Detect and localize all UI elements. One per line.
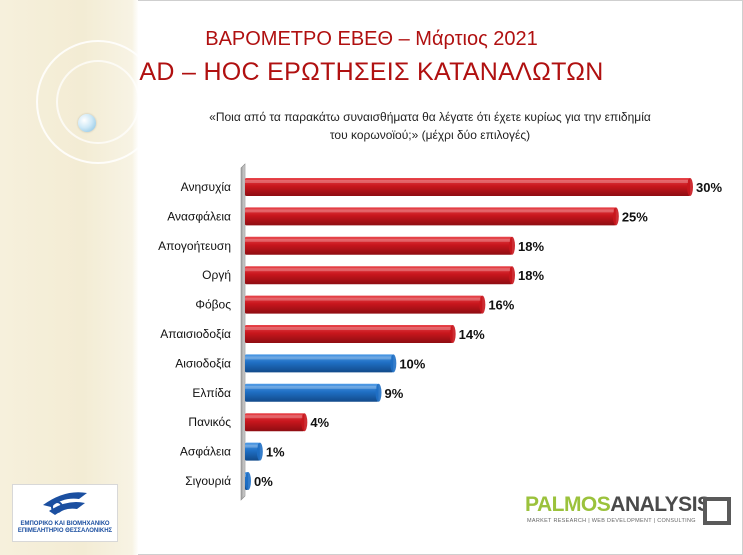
survey-question-line-1: «Ποια από τα παρακάτω συναισθήματα θα λέ… [209, 110, 651, 124]
bar-1 [245, 178, 690, 196]
value-label-2: 25% [622, 209, 648, 224]
survey-question: «Ποια από τα παρακάτω συναισθήματα θα λέ… [150, 108, 710, 144]
value-label-1: 30% [696, 180, 722, 195]
page-subtitle: AD – HOC ΕΡΩΤΗΣΕΙΣ ΚΑΤΑΝΑΛΩΤΩΝ [139, 58, 604, 86]
bar-cap-5 [479, 295, 486, 314]
category-label-6: Απαισιοδοξία [160, 327, 231, 341]
bar-cap-3 [509, 236, 515, 255]
bar-highlight-9 [245, 415, 303, 419]
category-label-9: Πανικός [188, 415, 231, 429]
category-label-4: Οργή [202, 268, 231, 282]
decorative-ring-inner [56, 60, 140, 144]
bar-highlight-6 [245, 327, 451, 330]
palmos-brand-part-1: PALMOS [525, 493, 611, 516]
value-label-6: 14% [459, 327, 485, 342]
category-label-1: Ανησυχία [181, 180, 231, 194]
bar-4 [245, 266, 512, 285]
bar-cap-7 [390, 354, 397, 373]
bar-highlight-7 [245, 356, 392, 360]
ebeth-logo-line-1: ΕΜΠΟΡΙΚΟ ΚΑΙ ΒΙΟΜΗΧΑΝΙΚΟ [20, 521, 110, 527]
bar-10 [245, 442, 260, 461]
bar-cap-1 [687, 178, 693, 196]
bar-2 [245, 207, 616, 226]
bar-cap-10 [256, 442, 263, 461]
category-label-10: Ασφάλεια [180, 445, 231, 459]
bar-cap-11 [245, 472, 251, 490]
ebeth-logo-line-2: ΕΠΙΜΕΛΗΤΗΡΙΟ ΘΕΣΣΑΛΟΝΙΚΗΣ [17, 528, 113, 534]
palmos-tagline: MARKET RESEARCH | WEB DEVELOPMENT | CONS… [527, 518, 696, 524]
palmos-square-icon [703, 497, 731, 525]
bar-cap-8 [375, 383, 382, 402]
category-label-2: Ανασφάλεια [167, 209, 231, 223]
ebeth-logo: ΕΜΠΟΡΙΚΟ ΚΑΙ ΒΙΟΜΗΧΑΝΙΚΟ ΕΠΙΜΕΛΗΤΗΡΙΟ ΘΕ… [12, 484, 118, 542]
bar-highlight-3 [245, 238, 510, 242]
value-label-11: 0% [254, 474, 273, 489]
bar-highlight-1 [245, 180, 688, 183]
category-label-11: Σιγουριά [185, 474, 231, 488]
bar-3 [245, 236, 512, 255]
decorative-side-strip [0, 0, 160, 555]
value-label-4: 18% [518, 268, 544, 283]
bar-8 [245, 383, 379, 402]
category-label-8: Ελπίδα [192, 386, 231, 400]
palmos-brand-part-2: ANALYSIS [610, 493, 711, 516]
bar-cap-6 [449, 325, 456, 343]
bar-cap-4 [509, 266, 515, 285]
category-label-3: Απογοήτευση [158, 239, 231, 253]
palmos-analysis-brand: PALMOSANALYSIS [525, 493, 711, 517]
bar-highlight-4 [245, 268, 510, 272]
decorative-ring [36, 40, 160, 164]
bar-9 [245, 413, 305, 432]
bar-highlight-8 [245, 385, 377, 389]
survey-question-line-2: του κορωνοϊού;» (μέχρι δύο επιλογές) [329, 128, 531, 142]
bar-highlight-5 [245, 297, 481, 301]
category-label-7: Αισιοδοξία [175, 356, 231, 370]
bar-7 [245, 354, 394, 373]
bar-highlight-11 [245, 474, 246, 477]
bar-cap-2 [612, 207, 619, 226]
value-label-5: 16% [488, 298, 514, 313]
value-label-9: 4% [310, 415, 329, 430]
chart-axis-wall [240, 163, 246, 501]
value-label-3: 18% [518, 239, 544, 254]
category-label-5: Φόβος [195, 298, 231, 312]
bar-highlight-2 [245, 209, 614, 213]
value-label-7: 10% [399, 356, 425, 371]
bar-cap-9 [301, 413, 308, 432]
ebeth-emblem-icon [43, 492, 87, 515]
value-label-10: 1% [266, 445, 285, 460]
palmos-analysis-logo: PALMOSANALYSIS MARKET RESEARCH | WEB DEV… [525, 493, 735, 533]
bar-5 [245, 295, 483, 314]
bar-highlight-10 [245, 444, 258, 448]
page-title: ΒΑΡΟΜΕΤΡΟ ΕΒΕΘ – Μάρτιος 2021 [205, 28, 538, 50]
decorative-bubble [78, 114, 96, 132]
bar-6 [245, 325, 453, 343]
value-label-8: 9% [385, 386, 404, 401]
